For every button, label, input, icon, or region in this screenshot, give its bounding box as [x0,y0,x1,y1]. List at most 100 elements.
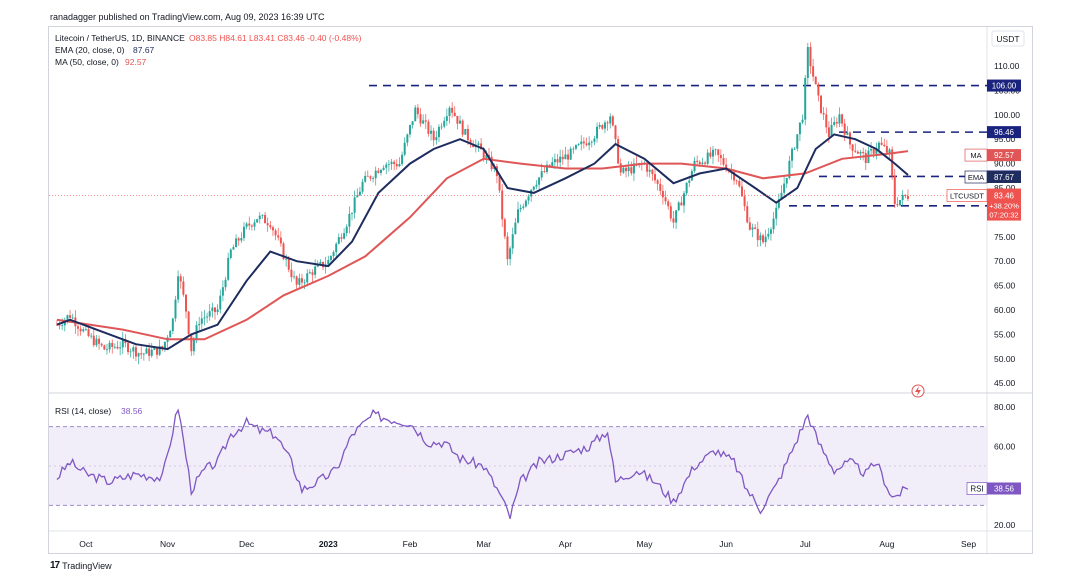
candle-body [904,194,907,197]
candle-body [717,149,720,156]
candle-body [345,226,348,234]
candle-body [279,237,282,244]
time-axis[interactable]: Oct Nov Dec 2023 Feb Mar Apr May Jun Jul Aug Sep [79,539,976,549]
candle-body [453,112,456,116]
candle-body [414,107,417,122]
candle-body [656,180,659,184]
candle-body [211,307,214,312]
candle-body [269,225,272,228]
symbol-title: Litecoin / TetherUS, 1D, BINANCE [55,33,185,43]
candle-body [82,329,85,332]
ma-tag-value-box [987,149,1021,162]
ma-tag-name: MA [970,151,981,160]
candle-body [95,338,98,346]
candle-body [390,161,393,165]
candle-body [606,122,609,124]
candle-body [540,171,543,178]
candle-body [806,47,809,78]
candle-body [185,294,188,312]
candle-body [701,162,704,165]
candle-body [461,120,464,135]
candle-body [791,148,794,161]
ma-legend-value: 92.57 [125,57,147,67]
candle-body [200,318,203,324]
candle-body [780,192,783,200]
ema-line-group [56,133,909,351]
candle-body [601,125,604,129]
candle-body [327,260,330,265]
level-tag-label: 96.46 [994,128,1015,137]
candle-body [145,348,148,354]
publisher-note: ranadagger published on TradingView.com,… [50,12,325,22]
candle-body [203,317,206,319]
ema-tag-value: 87.67 [994,173,1015,182]
candle-body [630,167,633,174]
candle-body [440,126,443,128]
candle-body [219,295,222,310]
candle-body [369,176,372,179]
candle-body [245,223,248,227]
candle-body [880,142,883,145]
candle-body [113,346,116,348]
time-tick-label: Feb [403,539,418,549]
currency-button[interactable] [991,30,1025,47]
candle-body [783,183,786,193]
candle-body [287,258,290,270]
candle-body [395,164,398,167]
candle-body [437,126,440,138]
candle-body [300,278,303,283]
chart-svg[interactable]: 110.00105.00100.0095.0090.0085.0080.0075… [49,27,1032,553]
candle-body [158,346,161,355]
candle-body [833,121,836,125]
candle-body [308,272,311,274]
candle-body [100,343,103,346]
candle-body [543,171,546,172]
candle-body [61,325,64,327]
price-axis[interactable]: 110.00105.00100.0095.0090.0085.0080.0075… [994,61,1020,388]
candle-body [759,235,762,241]
candle-body [588,142,591,146]
candle-body [477,143,480,145]
candle-body [90,335,93,337]
candle-body [503,219,506,237]
rsi-line [56,408,909,519]
candle-body [274,230,277,236]
ma-line-group [56,150,909,341]
candle-body [622,167,625,173]
candle-body [561,156,564,160]
candle-body [156,347,159,355]
time-tick-label: Oct [79,539,93,549]
candle-body [448,107,451,117]
time-tick-label: Jul [800,539,811,549]
candle-body [743,196,746,207]
candle-body [875,149,878,154]
candle-body [190,334,193,352]
candle-body [501,190,504,220]
candle-body [580,141,583,145]
candle-body [669,206,672,219]
candle-body [137,353,140,357]
candle-body [574,145,577,149]
price-panel[interactable]: 110.00105.00100.0095.0090.0085.0080.0075… [49,27,1032,553]
candle-body [329,256,332,261]
lightning-icon[interactable] [911,384,925,398]
candle-body [387,164,390,165]
candle-body [208,311,211,317]
candle-body [343,233,346,239]
candle-body [722,158,725,165]
candle-body [206,316,209,318]
price-tick-label: 60.00 [994,305,1016,315]
candle-body [611,116,614,126]
ohlc-values: O83.85 H84.61 L83.41 C83.46 -0.40 (-0.48… [189,33,362,43]
ma-tag-value: 92.57 [994,151,1015,160]
candle-body [69,315,72,318]
candle-body [140,353,143,355]
candle-body [335,243,338,253]
candle-body [585,143,588,146]
candle-body [859,151,862,154]
candle-body [883,144,886,147]
candle-body [92,335,95,346]
candle-body [419,114,422,124]
